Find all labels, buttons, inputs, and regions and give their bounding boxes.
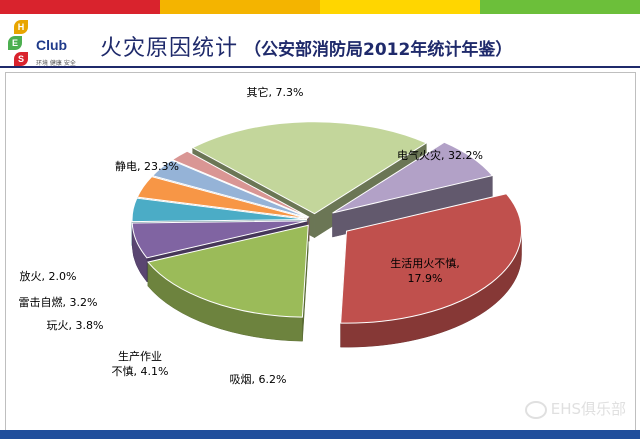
- data-label-line: 雷击自燃, 3.2%: [19, 295, 98, 309]
- ehs-club-logo: H E S Club 环境 健康 安全: [6, 18, 88, 73]
- logo-letter-s: S: [14, 52, 28, 66]
- pie-slice: [147, 224, 309, 342]
- color-bar-yellow: [320, 0, 480, 14]
- logo-tagline: 环境 健康 安全: [36, 60, 76, 67]
- data-label-line: 生产作业: [118, 349, 162, 363]
- color-bar-orange: [160, 0, 320, 14]
- title-underline: [0, 66, 640, 68]
- logo-letter-e: E: [8, 36, 22, 50]
- data-label: 雷击自燃, 3.2%: [19, 295, 98, 309]
- title-main: 火灾原因统计: [100, 36, 239, 61]
- data-label-line: 不慎, 4.1%: [112, 364, 169, 378]
- color-bar-red: [0, 0, 160, 14]
- footer-bar: [0, 430, 640, 439]
- pie-slice: [340, 193, 523, 348]
- data-label-line: 静电, 23.3%: [115, 159, 179, 173]
- color-bar-green: [480, 0, 640, 14]
- data-label-line: 放火, 2.0%: [20, 269, 77, 283]
- wechat-icon: [524, 400, 547, 419]
- logo-club-text: Club: [36, 37, 68, 53]
- data-label: 生活用火不慎, 17.9%: [390, 256, 460, 285]
- data-label: 生产作业不慎, 4.1%: [112, 349, 169, 378]
- watermark-text: EHS俱乐部: [550, 400, 626, 418]
- title-subtitle: （公安部消防局2012年统计年鉴）: [244, 40, 513, 60]
- logo-letter-h: H: [14, 20, 28, 34]
- data-label: 吸烟, 6.2%: [230, 372, 287, 386]
- header-color-bar: [0, 0, 640, 14]
- watermark: EHS俱乐部: [524, 398, 626, 419]
- data-label: 玩火, 3.8%: [47, 319, 104, 332]
- data-label: 放火, 2.0%: [20, 269, 77, 283]
- data-label-line: 其它, 7.3%: [247, 85, 304, 99]
- data-label-line: 生活用火不慎,: [390, 256, 460, 270]
- pie-chart: 电气火灾, 32.2% 生活用火不慎, 17.9% 吸烟, 6.2% 生产作业不慎, 4…: [19, 85, 523, 386]
- data-label: 电气火灾, 32.2%: [397, 148, 483, 162]
- pie-slice: [332, 141, 494, 238]
- data-label: 其它, 7.3%: [247, 85, 304, 99]
- data-label-line: 玩火, 3.8%: [47, 319, 104, 332]
- page-title: 火灾原因统计 （公安部消防局2012年统计年鉴）: [100, 30, 512, 62]
- data-label-line: 电气火灾, 32.2%: [397, 148, 483, 162]
- data-label-line: 吸烟, 6.2%: [230, 372, 287, 386]
- data-label-line: 17.9%: [408, 272, 443, 285]
- data-label: 静电, 23.3%: [115, 159, 179, 173]
